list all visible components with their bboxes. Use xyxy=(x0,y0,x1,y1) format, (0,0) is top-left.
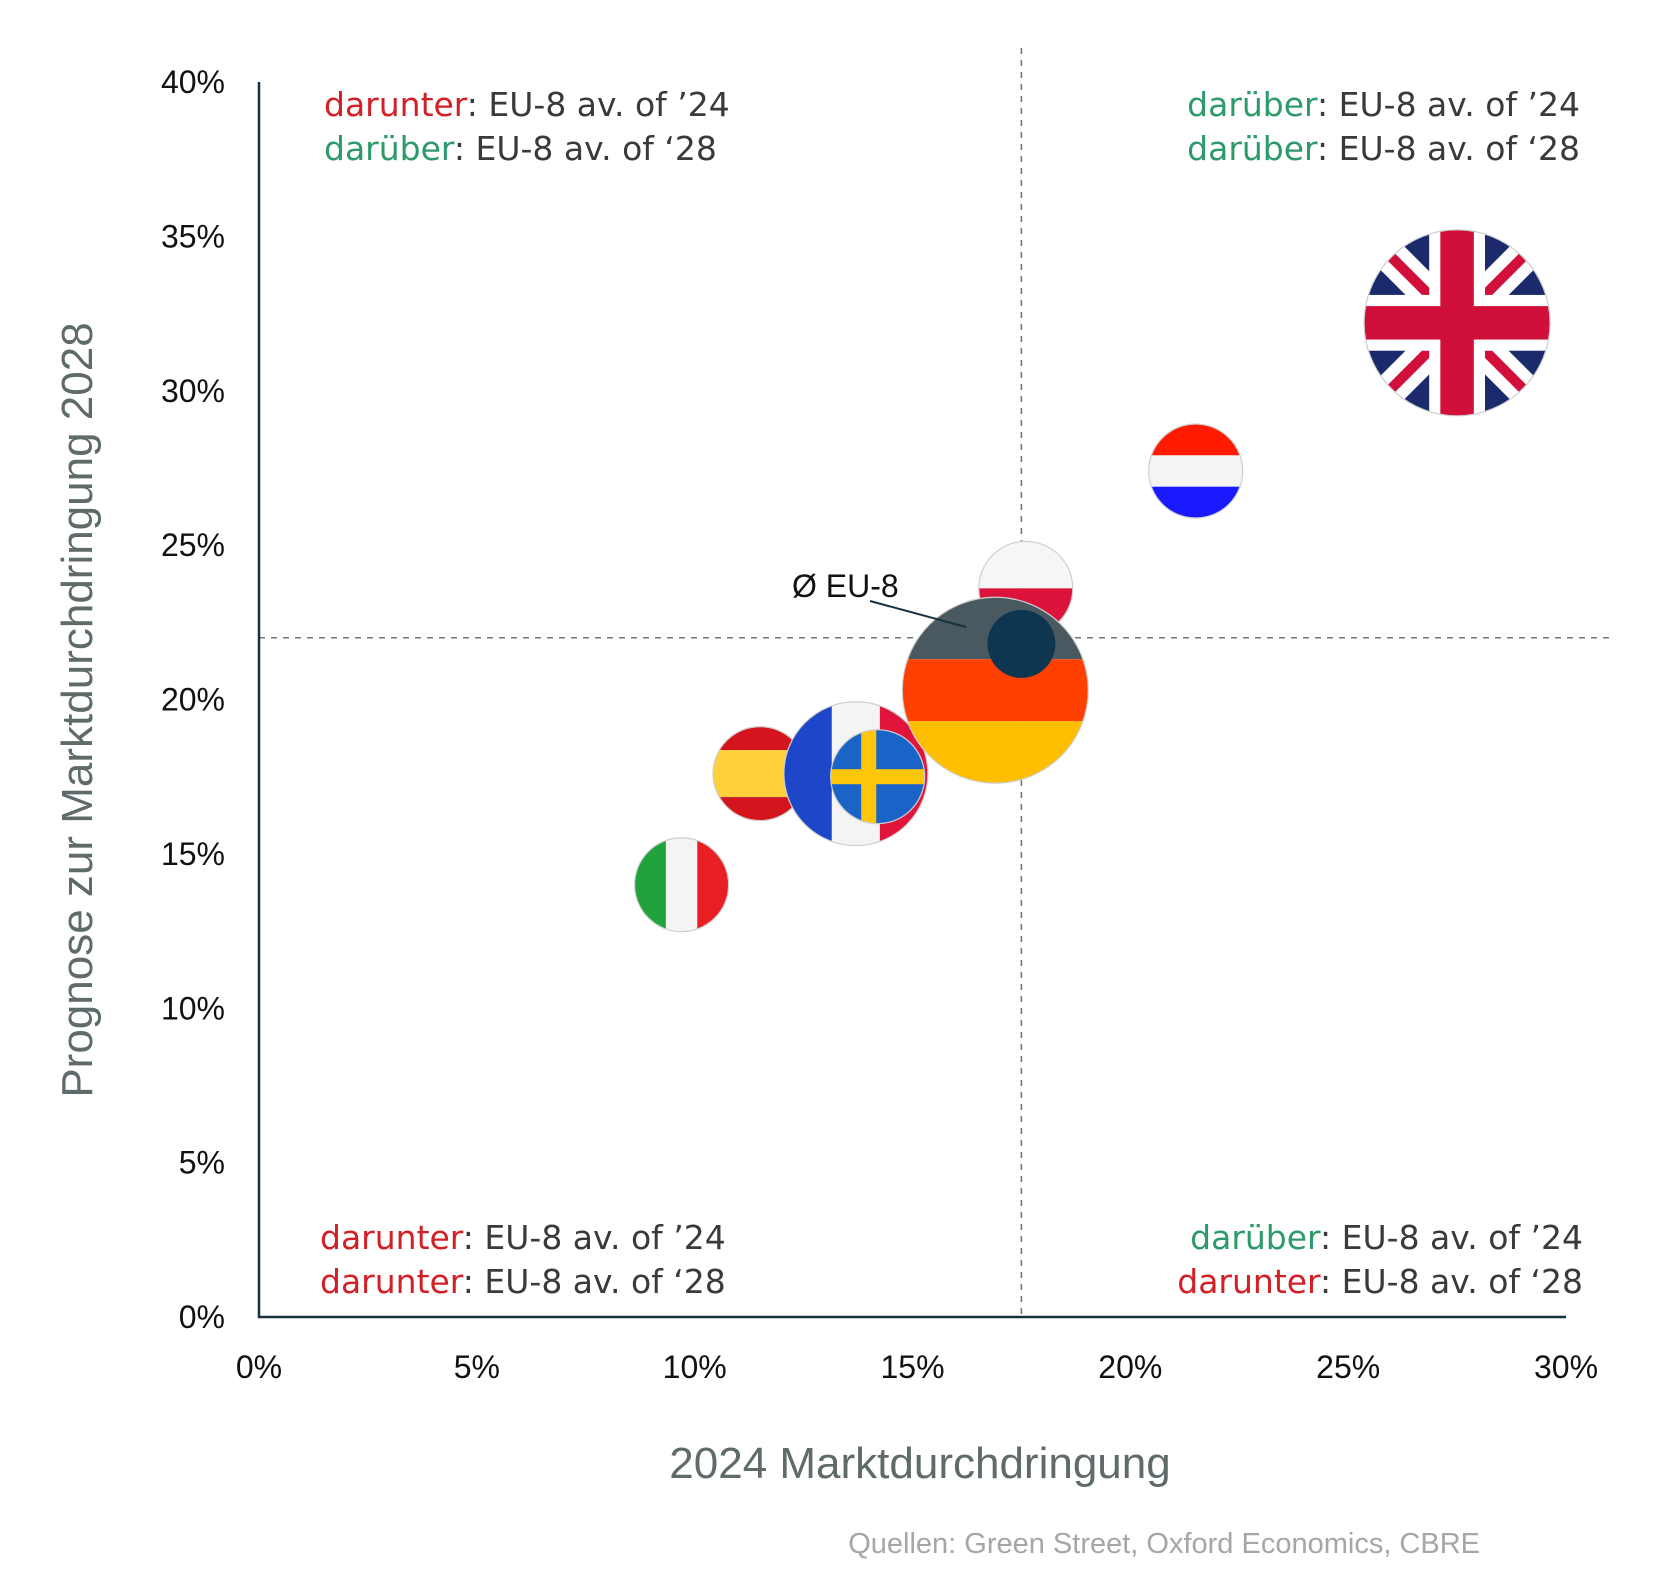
x-tick-label: 10% xyxy=(663,1349,727,1385)
y-tick-label: 35% xyxy=(161,218,225,254)
united-kingdom-flag xyxy=(1363,229,1551,417)
eu8-average-marker xyxy=(987,609,1056,678)
quadrant-label-top-right-line2: darüber: EU-8 av. of ‘28 xyxy=(1187,129,1580,168)
quadrant-keyword: darüber xyxy=(324,129,455,168)
quadrant-label-top-right-line1: darüber: EU-8 av. of ’24 xyxy=(1187,85,1580,124)
y-tick-label: 25% xyxy=(161,527,225,563)
quadrant-text: : EU-8 av. of ’24 xyxy=(467,85,730,124)
netherlands-flag xyxy=(1148,423,1244,519)
quadrant-text: : EU-8 av. of ‘28 xyxy=(463,1262,726,1301)
y-tick-label: 10% xyxy=(161,990,225,1026)
quadrant-label-bottom-left-line1: darunter: EU-8 av. of ’24 xyxy=(320,1218,726,1257)
italy-flag xyxy=(633,837,730,933)
quadrant-label-top-left-line2: darüber: EU-8 av. of ‘28 xyxy=(324,129,717,168)
quadrant-label-bottom-right-line2: darunter: EU-8 av. of ‘28 xyxy=(1177,1262,1583,1301)
y-tick-label: 40% xyxy=(161,64,225,100)
quadrant-label-bottom-right-line1: darüber: EU-8 av. of ’24 xyxy=(1190,1218,1583,1257)
y-tick-label: 5% xyxy=(179,1145,225,1181)
quadrant-text: : EU-8 av. of ’24 xyxy=(1320,1218,1583,1257)
quadrant-keyword: darüber xyxy=(1190,1218,1321,1257)
y-axis-title: Prognose zur Marktdurchdringung 2028 xyxy=(53,322,102,1097)
quadrant-text: : EU-8 av. of ‘28 xyxy=(1317,129,1580,168)
quadrant-keyword: darunter xyxy=(324,85,468,124)
quadrant-label-top-left-line1: darunter: EU-8 av. of ’24 xyxy=(324,85,730,124)
quadrant-keyword: darunter xyxy=(320,1262,464,1301)
quadrant-text: : EU-8 av. of ‘28 xyxy=(454,129,717,168)
y-tick-label: 0% xyxy=(179,1299,225,1335)
eu8-leader-line xyxy=(869,600,967,628)
sweden-flag xyxy=(830,729,926,825)
x-tick-label: 30% xyxy=(1534,1349,1598,1385)
source-note: Quellen: Green Street, Oxford Economics,… xyxy=(848,1528,1480,1560)
x-tick-label: 15% xyxy=(880,1349,944,1385)
quadrant-label-bottom-left-line2: darunter: EU-8 av. of ‘28 xyxy=(320,1262,726,1301)
y-tick-label: 20% xyxy=(161,682,225,718)
quadrant-text: : EU-8 av. of ‘28 xyxy=(1320,1262,1583,1301)
x-tick-label: 0% xyxy=(236,1349,282,1385)
y-tick-label: 15% xyxy=(161,836,225,872)
quadrant-keyword: darüber xyxy=(1187,129,1318,168)
quadrant-keyword: darüber xyxy=(1187,85,1318,124)
quadrant-keyword: darunter xyxy=(320,1218,464,1257)
x-tick-label: 20% xyxy=(1098,1349,1162,1385)
eu8-average-label: Ø EU-8 xyxy=(792,568,899,604)
y-tick-label: 30% xyxy=(161,373,225,409)
x-tick-label: 25% xyxy=(1316,1349,1380,1385)
quadrant-text: : EU-8 av. of ’24 xyxy=(1317,85,1580,124)
quadrant-text: : EU-8 av. of ’24 xyxy=(463,1218,726,1257)
x-axis-title: 2024 Marktdurchdringung xyxy=(669,1439,1170,1488)
x-tick-label: 5% xyxy=(454,1349,500,1385)
quadrant-keyword: darunter xyxy=(1177,1262,1321,1301)
